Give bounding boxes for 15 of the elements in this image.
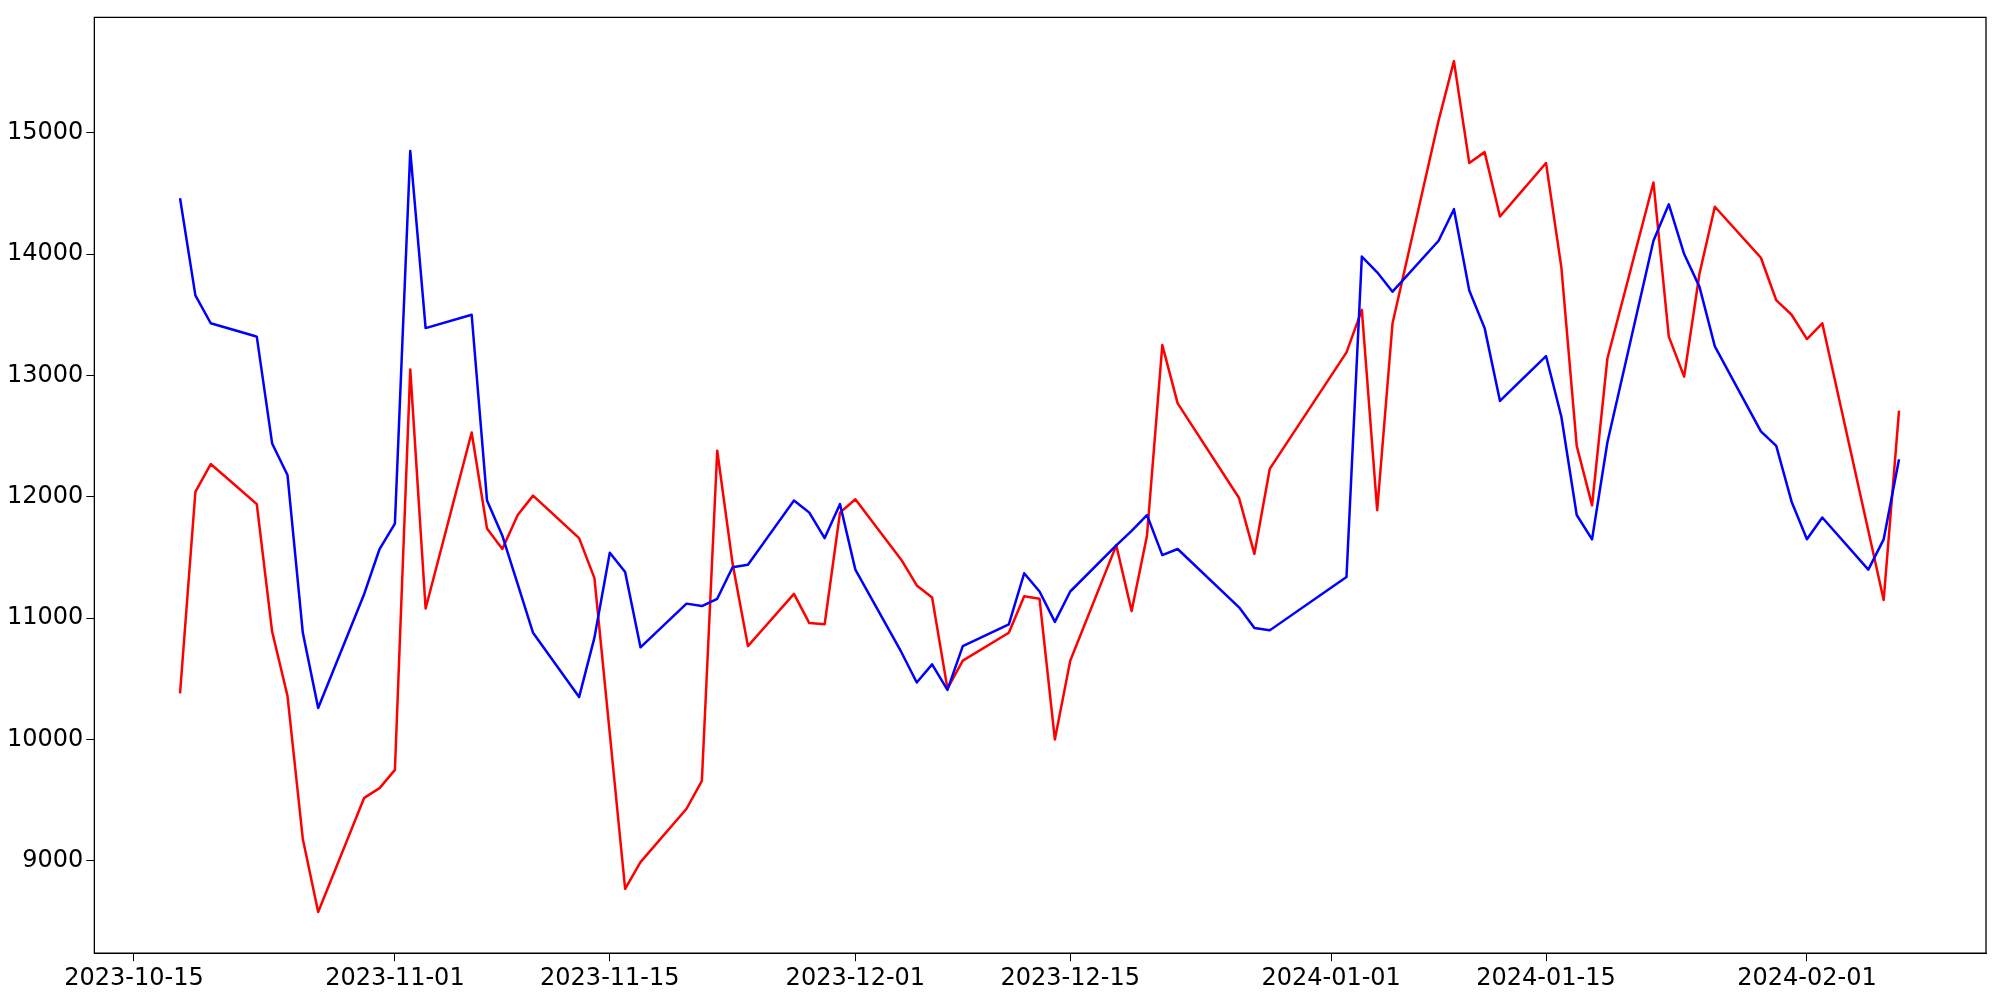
y-tick-label: 13000 xyxy=(6,359,84,388)
y-tick-label: 14000 xyxy=(6,238,84,267)
y-tick-label: 9000 xyxy=(22,845,84,874)
x-tick-label: 2024-02-01 xyxy=(1737,962,1877,991)
y-tick-label: 11000 xyxy=(6,602,84,631)
y-tick-label: 15000 xyxy=(6,116,84,145)
x-tick-label: 2024-01-01 xyxy=(1261,962,1401,991)
y-tick-label: 12000 xyxy=(6,481,84,510)
x-tick-label: 2023-11-01 xyxy=(325,962,465,991)
y-tick-label: 10000 xyxy=(6,723,84,752)
x-tick-label: 2023-12-01 xyxy=(785,962,926,991)
x-tick-label: 2023-12-15 xyxy=(1000,962,1140,991)
x-tick-label: 2023-10-15 xyxy=(64,962,204,991)
x-tick-label: 2024-01-15 xyxy=(1476,962,1616,991)
x-tick-label: 2023-11-15 xyxy=(540,962,680,991)
